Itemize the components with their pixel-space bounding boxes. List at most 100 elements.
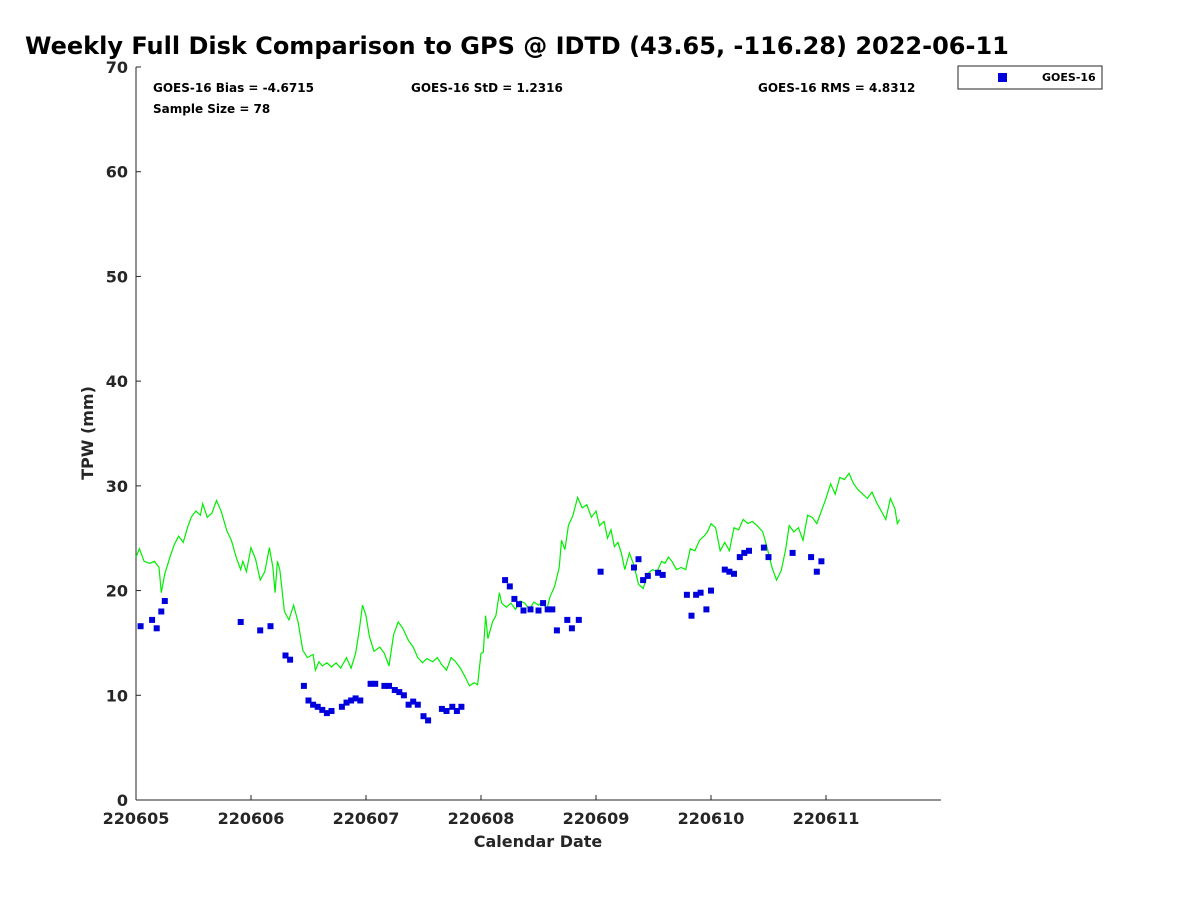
goes16-point — [149, 616, 156, 623]
goes16-point — [420, 713, 427, 720]
goes16-point — [731, 570, 737, 577]
goes16-point — [506, 583, 513, 590]
goes16-point — [813, 568, 820, 575]
goes16-point — [282, 652, 289, 659]
sample-size-stat: Sample Size = 78 — [153, 102, 270, 116]
goes16-point — [158, 608, 165, 615]
goes16-point — [314, 703, 321, 710]
y-tick-label: 30 — [106, 477, 128, 496]
goes16-point — [381, 682, 388, 689]
goes16-point — [789, 549, 796, 556]
goes16-point — [502, 577, 509, 584]
y-tick-label: 20 — [106, 582, 128, 601]
x-tick-label: 220611 — [793, 809, 860, 828]
goes16-point — [527, 606, 534, 613]
goes16-point — [564, 616, 571, 623]
goes16-point — [323, 710, 330, 717]
goes16-point — [544, 606, 551, 613]
goes16-point — [688, 612, 695, 619]
goes16-point — [396, 689, 403, 696]
goes16-point — [438, 705, 445, 712]
goes16-point — [659, 571, 666, 578]
goes16-point — [257, 627, 264, 634]
goes16-point — [644, 572, 651, 579]
y-tick-label: 40 — [106, 372, 128, 391]
goes16-point — [414, 701, 421, 708]
goes16-point — [367, 680, 374, 687]
goes16-point — [693, 591, 700, 598]
goes16-point — [741, 549, 748, 556]
goes16-point — [357, 697, 364, 704]
goes16-point — [511, 595, 518, 602]
goes16-point — [568, 625, 575, 632]
goes16-point — [726, 568, 733, 575]
goes16-point — [640, 577, 647, 584]
goes16-point — [137, 623, 144, 630]
x-tick-label: 220610 — [678, 809, 745, 828]
y-axis-ticks: 0 10 20 30 40 50 60 70 — [106, 58, 141, 810]
goes16-point — [237, 619, 244, 625]
goes16-point — [449, 703, 456, 710]
goes16-point — [453, 708, 460, 714]
plot-series — [135, 472, 901, 724]
rms-stat: GOES-16 RMS = 4.8312 — [758, 81, 915, 95]
goes16-point — [400, 692, 407, 699]
goes16-point — [405, 701, 412, 708]
goes16-point — [425, 717, 432, 724]
goes16-point — [310, 701, 317, 708]
goes16-point — [443, 708, 450, 714]
legend-box — [957, 65, 1103, 90]
x-tick-label: 220607 — [333, 809, 400, 828]
y-tick-label: 60 — [106, 163, 128, 182]
legend-marker — [998, 73, 1007, 82]
goes16-point — [267, 623, 274, 630]
goes16-point — [683, 591, 690, 598]
goes16-point — [697, 589, 704, 596]
x-axis-ticks: 220605 220606 220607 220608 220609 220610 2206… — [103, 795, 860, 828]
goes16-point — [343, 699, 350, 706]
x-tick-label: 220606 — [218, 809, 285, 828]
goes16-point — [161, 598, 168, 604]
legend: GOES-16 — [957, 65, 1103, 90]
goes16-point — [305, 697, 312, 704]
x-axis-label: Calendar Date — [474, 832, 603, 851]
goes16-point — [338, 703, 345, 710]
goes16-point — [386, 682, 392, 689]
goes16-point — [808, 554, 815, 561]
goes16-point — [300, 682, 307, 689]
goes16-point — [553, 627, 560, 634]
goes16-point — [765, 554, 772, 561]
goes16-point — [635, 556, 642, 563]
chart-title: Weekly Full Disk Comparison to GPS @ IDT… — [25, 32, 1009, 60]
bias-stat: GOES-16 Bias = -4.6715 — [153, 81, 314, 95]
goes16-point — [746, 547, 752, 554]
gps-line — [135, 472, 901, 687]
goes16-point — [575, 616, 582, 623]
goes16-point — [540, 600, 547, 607]
goes16-point — [319, 706, 326, 713]
goes16-point — [287, 656, 294, 663]
x-tick-label: 220609 — [563, 809, 630, 828]
y-tick-label: 10 — [106, 686, 128, 705]
legend-label: GOES-16 — [1042, 71, 1096, 84]
goes16-point — [631, 564, 637, 571]
goes16-point — [348, 697, 355, 704]
goes16-point — [549, 606, 556, 613]
goes16-point — [458, 703, 465, 710]
goes16-point — [760, 544, 767, 551]
goes16-point — [736, 554, 743, 561]
goes16-point — [655, 569, 662, 576]
y-tick-label: 0 — [117, 791, 128, 810]
goes16-point — [535, 607, 542, 614]
y-tick-label: 70 — [106, 58, 128, 77]
goes16-point — [703, 606, 710, 613]
y-axis-label: TPW (mm) — [78, 386, 97, 480]
y-tick-label: 50 — [106, 267, 128, 286]
goes16-point — [721, 566, 728, 573]
goes16-point — [520, 607, 527, 614]
goes16-point — [597, 568, 604, 575]
goes16-point — [352, 695, 359, 702]
x-tick-label: 220608 — [448, 809, 515, 828]
goes16-point — [391, 687, 398, 693]
